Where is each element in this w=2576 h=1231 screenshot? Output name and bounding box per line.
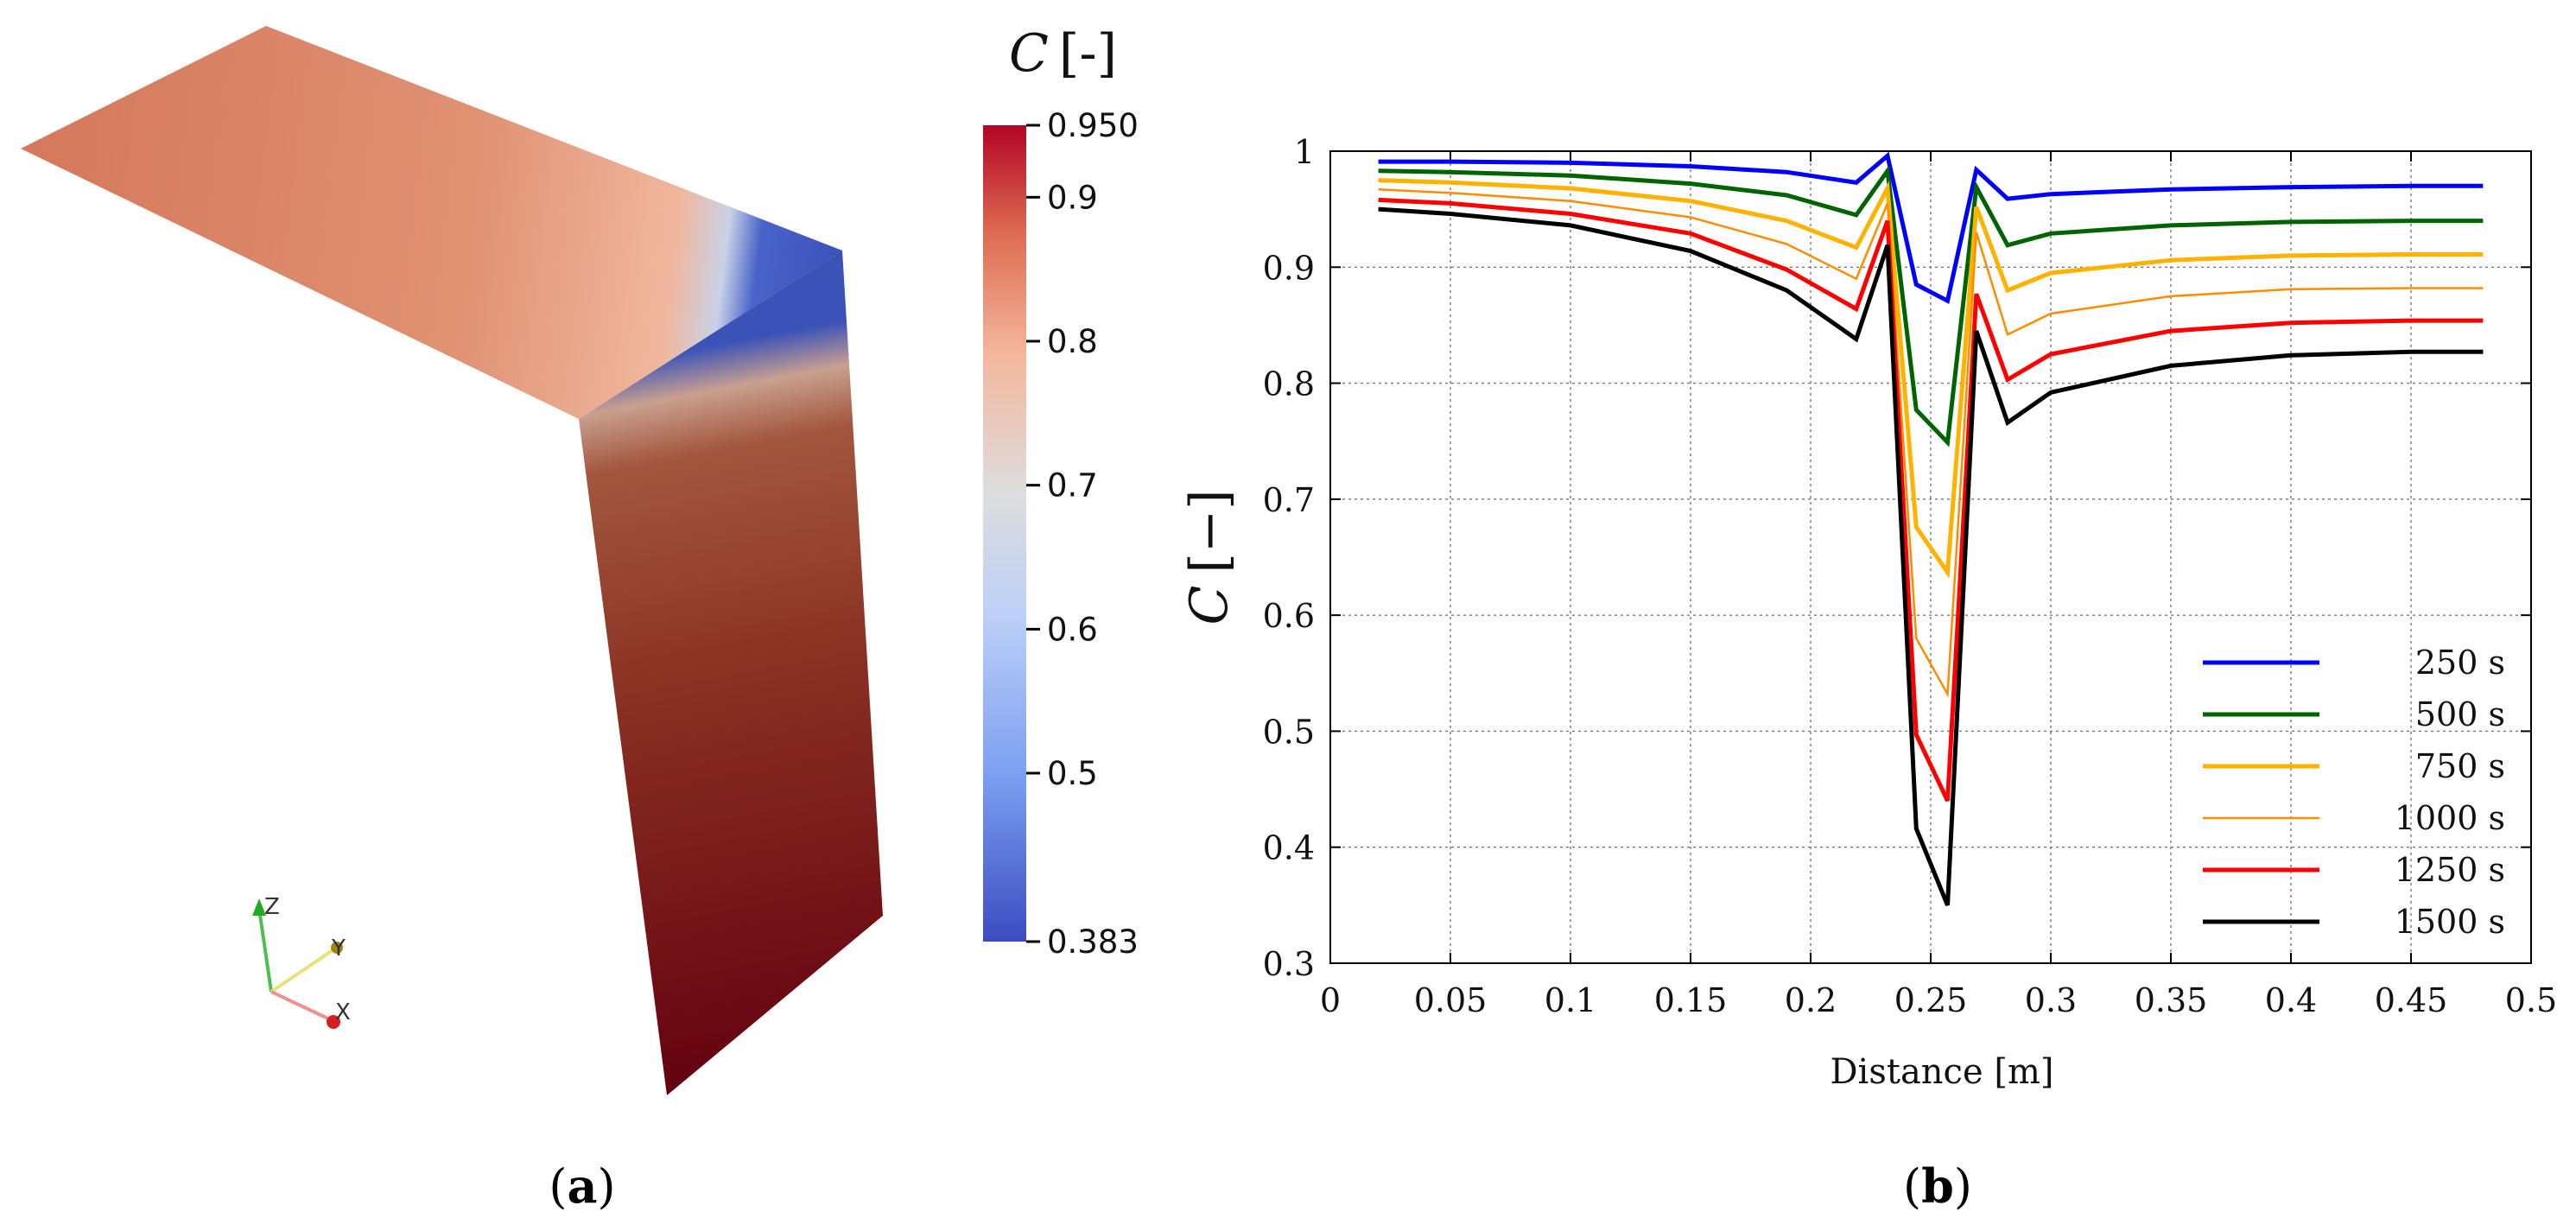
panel-a: Z Y X C [-] 0.950 0.9 0.8 0.7 0.6 0.5 0.383 (a) [21,23,1139,1214]
y-ticks: 0.3 0.4 0.5 0.6 0.7 0.8 0.9 1 [1263,133,2531,983]
x-tick-label: 0.05 [1414,981,1488,1019]
colorbar-ticks: 0.950 0.9 0.8 0.7 0.6 0.5 0.383 [1026,107,1139,961]
colorbar-tick-label: 0.6 [1047,611,1098,648]
legend-label: 1000 s [2395,799,2505,837]
colorbar-tick-label: 0.383 [1047,923,1139,961]
series-line [1378,206,2484,906]
x-ticks: 0 0.05 0.1 0.15 0.2 0.25 0.3 0.35 0.4 0.45 0.5 [1320,151,2557,1019]
y-tick-label: 0.6 [1263,597,1315,635]
x-tick-label: 0.5 [2505,981,2557,1019]
y-tick-label: 0.4 [1263,829,1315,867]
x-tick-label: 0.35 [2135,981,2208,1019]
y-tick-label: 0.9 [1263,249,1315,287]
y-axis-label: C[−] [1179,489,1240,625]
axis-z-label: Z [264,894,280,920]
colorbar-title: C [-] [1009,23,1117,84]
colorbar-tick-label: 0.8 [1047,323,1098,360]
series-line [1378,188,2484,698]
x-tick-label: 0.15 [1654,981,1728,1019]
legend-label: 250 s [2415,644,2505,682]
colorbar-bar [983,125,1026,942]
y-tick-label: 0.3 [1263,945,1315,983]
series-line [1378,165,2484,447]
x-tick-label: 0.1 [1545,981,1596,1019]
y-tick-label: 0.5 [1263,713,1315,751]
x-tick-label: 0.45 [2375,981,2448,1019]
x-tick-label: 0.4 [2265,981,2317,1019]
series-line [1378,197,2484,803]
x-tick-label: 0.2 [1785,981,1837,1019]
legend-label: 1250 s [2395,851,2505,889]
series-lines [1378,151,2484,906]
legend-label: 1500 s [2395,903,2505,941]
x-tick-label: 0.25 [1894,981,1968,1019]
colorbar-tick-label: 0.5 [1047,755,1098,792]
panel-b: 0 0.05 0.1 0.15 0.2 0.25 0.3 0.35 0.4 0.45 0.5 0.3… [1179,133,2557,1214]
colorbar-tick-label: 0.9 [1047,179,1098,216]
series-line [1378,178,2484,579]
chart-legend: 250 s 500 s 750 s 1000 s 1250 s 1500 s [2203,644,2505,941]
axis-y-label: Y [331,936,346,961]
x-tick-label: 0.3 [2025,981,2077,1019]
surface-wall-face [579,251,883,1095]
colorbar-tick-label: 0.7 [1047,467,1098,504]
x-axis-label: Distance [m] [1830,1052,2053,1092]
axis-x-label: X [335,999,351,1025]
panel-a-label: (a) [549,1158,615,1214]
y-tick-label: 0.8 [1263,365,1315,403]
colorbar: C [-] 0.950 0.9 0.8 0.7 0.6 0.5 0.383 [983,23,1139,961]
legend-label: 500 s [2415,695,2505,733]
series-line [1378,151,2484,304]
y-tick-label: 1 [1294,133,1315,171]
axes-triad: Z Y X [252,894,351,1029]
colorbar-tick-label: 0.950 [1047,107,1139,144]
y-tick-label: 0.7 [1263,481,1315,519]
panel-b-label: (b) [1903,1158,1972,1214]
chart-grid [1330,151,2531,963]
surface-top-face [21,26,842,419]
legend-label: 750 s [2415,747,2505,785]
x-tick-label: 0 [1320,981,1341,1019]
